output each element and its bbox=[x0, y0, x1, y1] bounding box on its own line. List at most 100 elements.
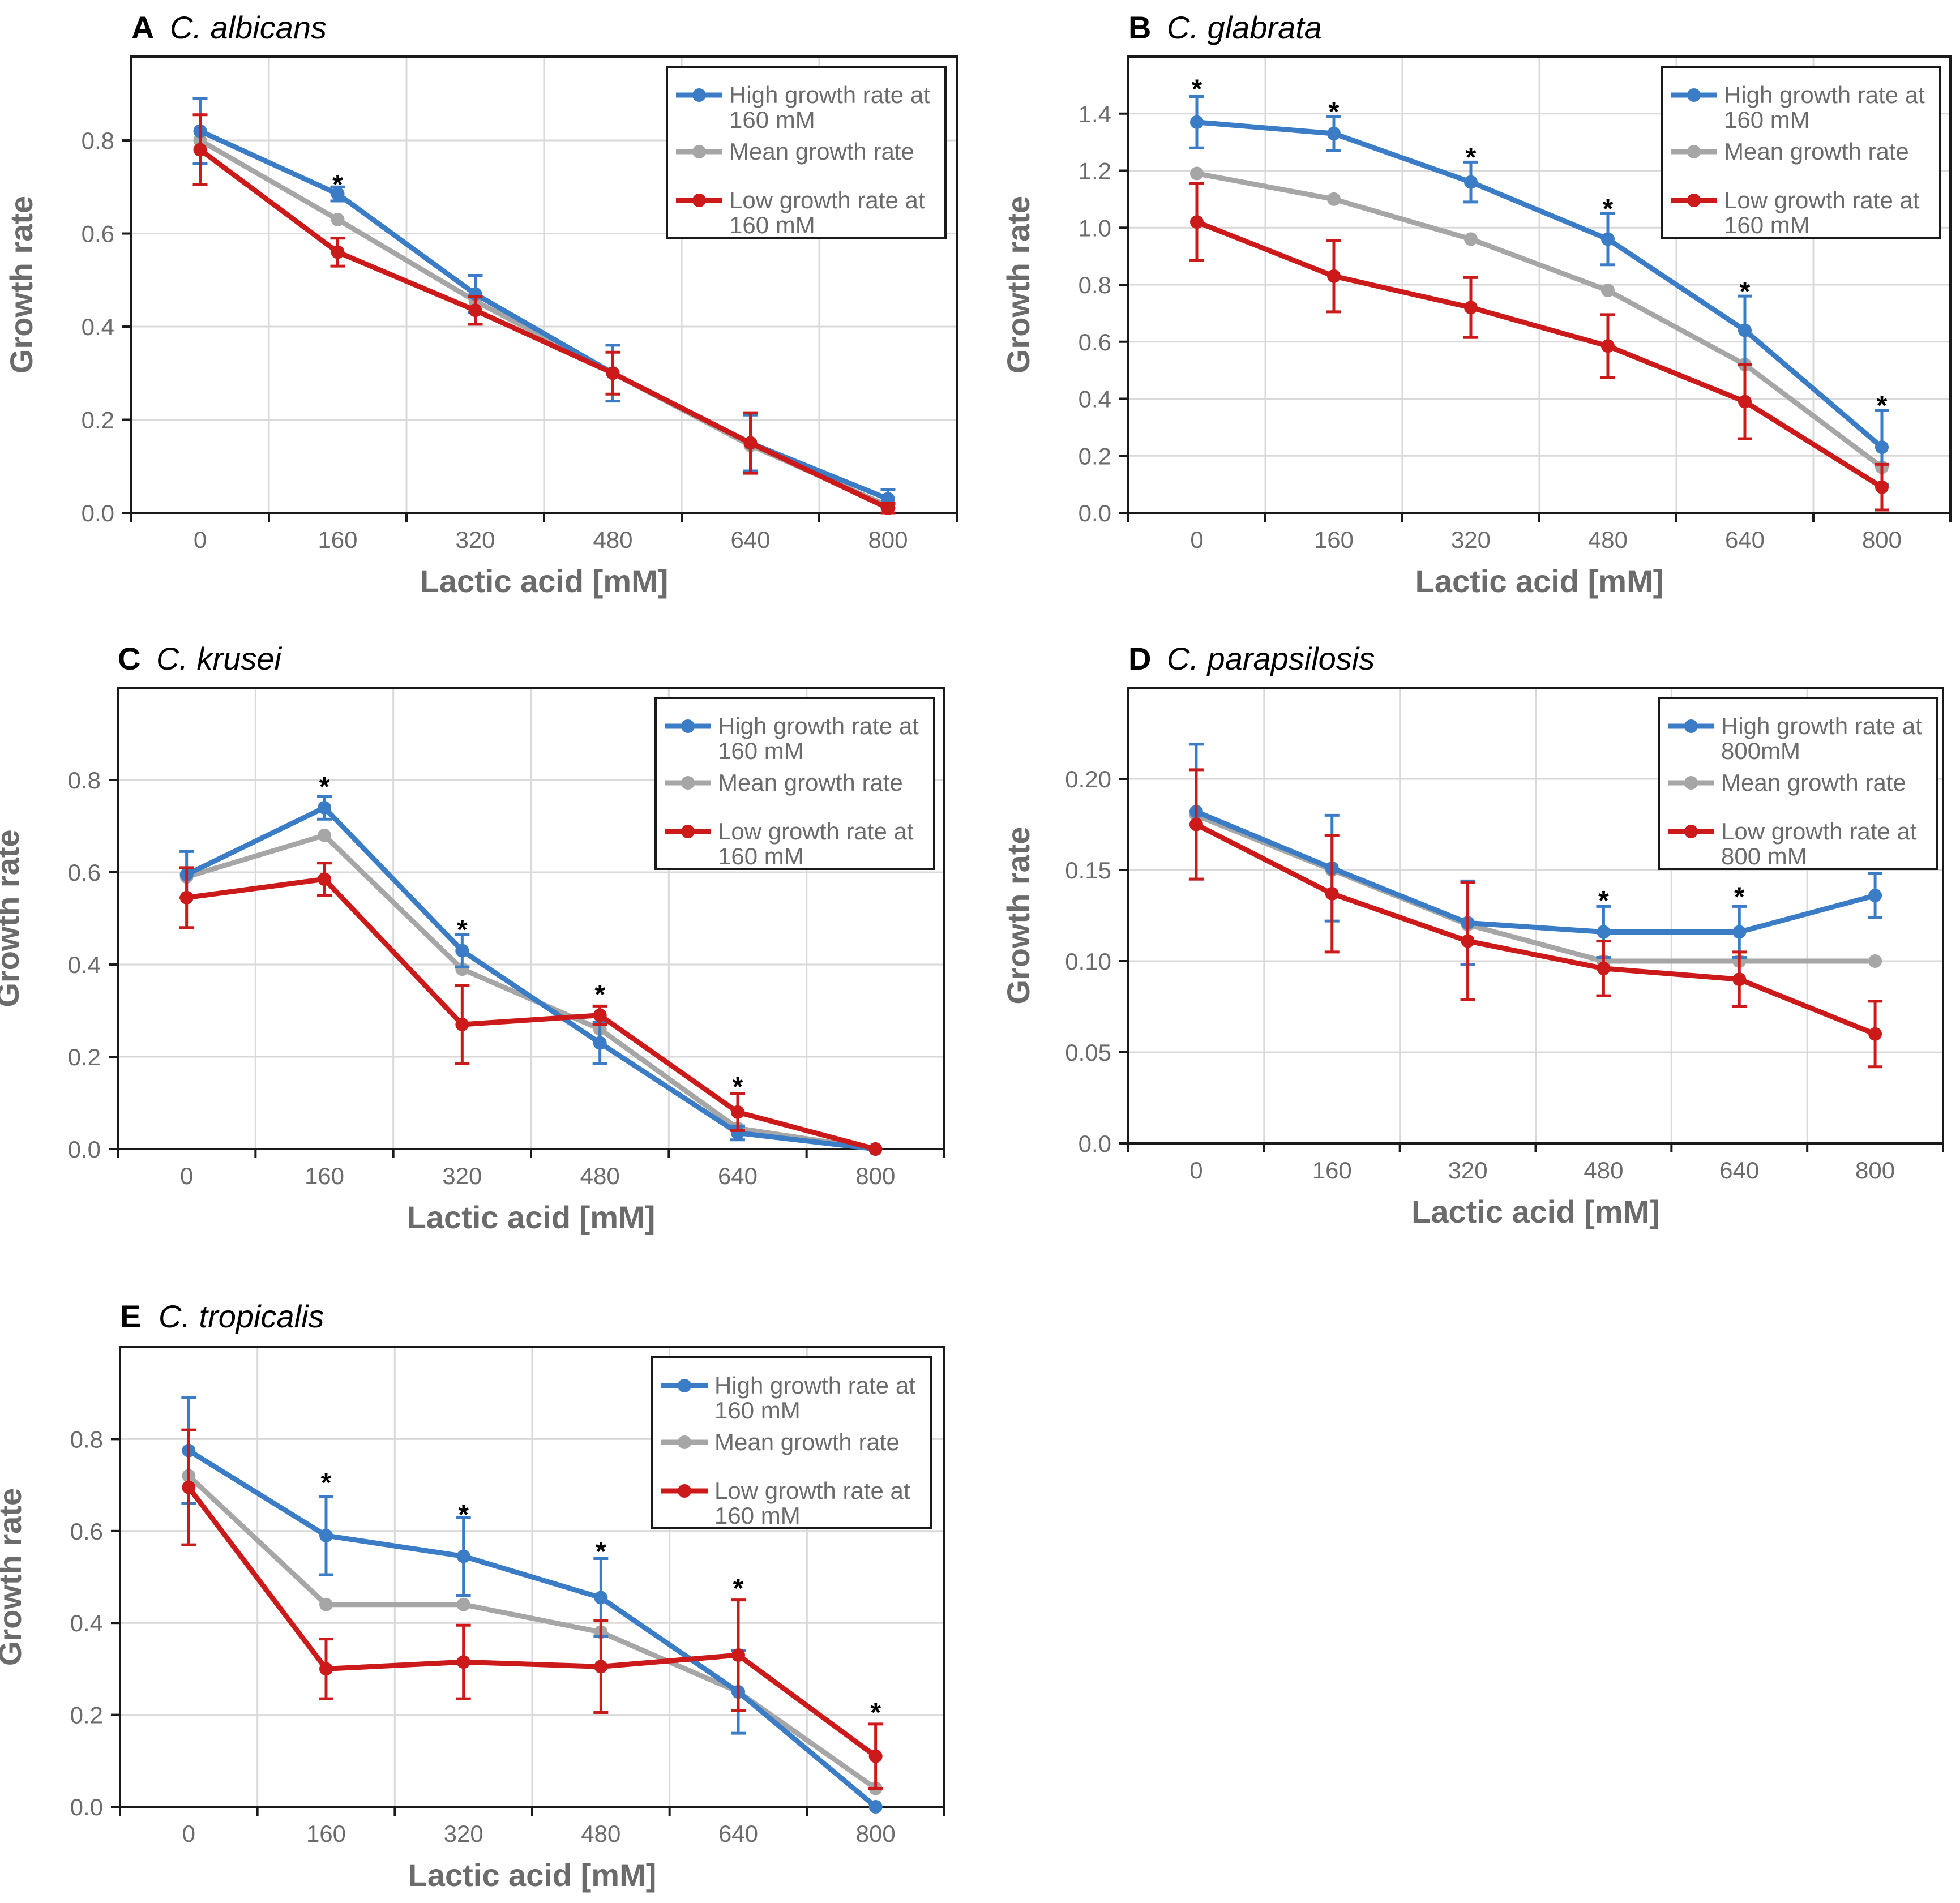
legend-label-high: 800mM bbox=[1721, 738, 1800, 764]
data-point-low bbox=[1597, 961, 1611, 975]
x-tick-label: 160 bbox=[1314, 526, 1354, 553]
x-tick-label: 640 bbox=[730, 526, 770, 553]
significance-star: * bbox=[1603, 194, 1614, 224]
x-axis-title: Lactic acid [mM] bbox=[408, 1857, 657, 1893]
data-point-high bbox=[318, 800, 331, 815]
legend-marker-high bbox=[692, 88, 706, 102]
x-tick-label: 480 bbox=[1584, 1157, 1623, 1184]
x-tick-label: 160 bbox=[305, 1163, 344, 1189]
series-line-high bbox=[187, 1448, 878, 1809]
y-tick-label: 0.8 bbox=[1079, 272, 1111, 298]
y-tick-label: 0.8 bbox=[70, 1426, 103, 1452]
data-point-mean bbox=[456, 1597, 470, 1611]
panel-species-title: C. krusei bbox=[156, 641, 282, 676]
panel-E: E C. tropicalis 0 160 320 480 640 800 Lactic aci… bbox=[0, 1298, 945, 1893]
y-tick-label: 0.8 bbox=[68, 767, 101, 794]
significance-star: * bbox=[319, 772, 330, 802]
legend-label-high: High growth rate at bbox=[729, 82, 930, 108]
x-tick-label: 0 bbox=[180, 1163, 193, 1189]
data-point-mean bbox=[1327, 192, 1341, 206]
data-point-high bbox=[1190, 115, 1204, 129]
y-tick-label: 0.4 bbox=[1079, 386, 1111, 413]
legend-label-high: 160 mM bbox=[714, 1397, 801, 1424]
legend-marker-high bbox=[678, 1379, 691, 1392]
legend-label-high: 160 mM bbox=[718, 738, 804, 764]
x-tick-label: 640 bbox=[1725, 526, 1765, 553]
y-tick-label: 0.4 bbox=[68, 952, 101, 978]
series-low bbox=[1189, 182, 1889, 512]
legend-label-mean: Mean growth rate bbox=[718, 769, 903, 796]
panel-D: D C. parapsilosis 0 160 320 480 640 800 Lactic a… bbox=[1000, 641, 1944, 1229]
panel-letter: C bbox=[118, 641, 140, 676]
y-axis-title: Growth rate bbox=[0, 829, 25, 1007]
y-axis: 0.0 0.2 0.4 0.6 0.8 Growth rate bbox=[3, 127, 131, 526]
panel-letter: E bbox=[120, 1298, 141, 1334]
panel-species-title: C. albicans bbox=[170, 10, 327, 45]
x-axis-title: Lactic acid [mM] bbox=[420, 563, 669, 599]
data-point-high bbox=[1738, 323, 1752, 337]
data-point-low bbox=[1189, 817, 1203, 832]
x-axis: 0 160 320 480 640 800 Lactic acid [mM] bbox=[117, 1149, 945, 1235]
panel-C: C C. krusei 0 160 320 480 640 800 Lactic acid [m… bbox=[0, 641, 945, 1235]
x-tick-label: 320 bbox=[444, 1820, 483, 1847]
data-point-high bbox=[1732, 925, 1747, 939]
legend-marker-low bbox=[1684, 825, 1698, 838]
data-point-low bbox=[179, 890, 194, 905]
significance-stars: * * * * bbox=[319, 772, 743, 1102]
data-point-high bbox=[1464, 175, 1478, 189]
legend-label-mean: Mean growth rate bbox=[714, 1429, 900, 1455]
x-tick-label: 0 bbox=[1190, 526, 1203, 553]
y-tick-label: 0.4 bbox=[82, 314, 114, 340]
y-tick-label: 0.4 bbox=[70, 1610, 103, 1636]
data-point-mean bbox=[318, 828, 331, 842]
data-point-mean bbox=[1190, 166, 1204, 181]
data-point-low bbox=[1875, 480, 1889, 494]
x-tick-label: 480 bbox=[1588, 526, 1628, 553]
legend-label-low: 160 mM bbox=[714, 1502, 801, 1529]
y-tick-label: 0.15 bbox=[1065, 857, 1111, 884]
data-point-low bbox=[594, 1660, 608, 1674]
x-tick-label: 0 bbox=[1189, 1157, 1202, 1184]
y-axis: 0.0 0.05 0.10 0.15 0.20 Growth rate bbox=[1000, 766, 1128, 1157]
data-point-high bbox=[868, 1800, 883, 1814]
x-tick-label: 800 bbox=[1855, 1157, 1895, 1184]
significance-star: * bbox=[1192, 74, 1202, 104]
data-point-high bbox=[594, 1591, 608, 1605]
significance-star: * bbox=[1466, 143, 1477, 173]
data-point-high bbox=[593, 1036, 607, 1050]
y-tick-label: 0.8 bbox=[82, 127, 114, 154]
x-tick-label: 0 bbox=[182, 1820, 195, 1847]
y-axis-title: Growth rate bbox=[1000, 196, 1036, 374]
data-point-low bbox=[468, 303, 482, 318]
series-line-low bbox=[1196, 219, 1884, 490]
significance-star: * bbox=[1877, 391, 1888, 421]
y-tick-label: 0.0 bbox=[68, 1136, 101, 1163]
x-axis: 0 160 320 480 640 800 Lactic acid [mM] bbox=[1127, 513, 1952, 599]
data-point-high bbox=[455, 944, 469, 958]
legend-label-low: 160 mM bbox=[729, 212, 815, 238]
x-axis: 0 160 320 480 640 800 Lactic acid [mM] bbox=[1127, 1143, 1944, 1229]
legend-label-high: High growth rate at bbox=[718, 713, 919, 739]
series-line-mean bbox=[1196, 171, 1884, 470]
significance-stars: * bbox=[332, 170, 343, 200]
significance-star: * bbox=[321, 1468, 332, 1498]
legend-marker-mean bbox=[681, 776, 695, 790]
y-axis: 0.0 0.2 0.4 0.6 0.8 Growth rate bbox=[0, 1426, 120, 1820]
x-tick-label: 320 bbox=[1448, 1157, 1488, 1184]
x-tick-label: 480 bbox=[580, 1163, 620, 1189]
data-point-high bbox=[1597, 925, 1611, 939]
legend-marker-mean bbox=[1684, 776, 1698, 790]
series-low bbox=[192, 113, 896, 515]
significance-stars: * * * * * bbox=[321, 1468, 881, 1728]
data-point-low bbox=[1868, 1027, 1882, 1041]
y-tick-label: 0.20 bbox=[1065, 766, 1111, 792]
data-point-low bbox=[456, 1655, 470, 1669]
series-line-high bbox=[1195, 809, 1876, 935]
data-point-high bbox=[331, 187, 345, 201]
y-axis: 0.0 0.2 0.4 0.6 0.8 Growth rate bbox=[0, 767, 118, 1163]
data-point-high bbox=[1601, 232, 1615, 246]
series-low bbox=[179, 862, 883, 1156]
y-tick-label: 0.0 bbox=[82, 500, 114, 526]
